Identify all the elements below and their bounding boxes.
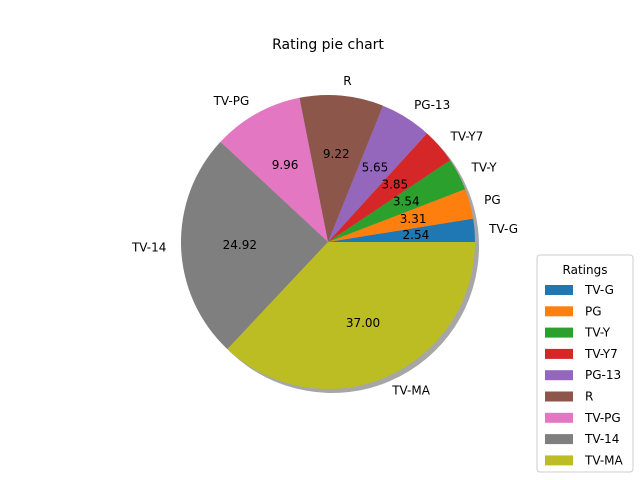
value-label-pg: 3.31 [400, 212, 427, 226]
value-label-r: 9.22 [323, 147, 350, 161]
value-label-tv-pg: 9.96 [272, 158, 299, 172]
legend-title: Ratings [563, 263, 608, 277]
legend-swatch-tv-g [545, 285, 573, 295]
legend-swatch-pg-13 [545, 370, 573, 381]
value-labels: 2.54 3.31 3.54 3.85 5.65 9.22 9.96 24.92 37.00 [223, 147, 430, 330]
value-label-tv-ma: 37.00 [346, 316, 380, 330]
value-label-tv-y: 3.54 [393, 194, 420, 208]
wedge-tv-pg [220, 97, 328, 242]
outer-label-tv-g: TV-G [488, 222, 518, 236]
outer-label-r: R [343, 74, 351, 88]
outer-label-tv-y: TV-Y [471, 160, 498, 174]
pie-wedges [180, 95, 475, 390]
value-label-tv-14: 24.92 [223, 238, 257, 252]
legend-swatch-pg [545, 306, 573, 317]
legend-swatch-tv-y [545, 327, 573, 338]
legend-label-tv-y7: TV-Y7 [584, 347, 618, 361]
legend: Ratings TV-GPGTV-YTV-Y7PG-13RTV-PGTV-14T… [536, 254, 634, 473]
outer-label-tv-ma: TV-MA [391, 383, 431, 397]
legend-swatch-tv-14 [545, 434, 573, 445]
legend-label-tv-y: TV-Y [584, 326, 611, 340]
legend-items: TV-G PG TV-Y TV-Y7 PG-13 R TV-PG TV-14 TV-MA [545, 283, 624, 467]
outer-label-pg-13: PG-13 [414, 98, 450, 112]
legend-swatch-tv-pg [545, 412, 573, 423]
outer-labels: TV-G PG TV-Y TV-Y7 PG-13 R TV-PG TV-14 TV-MA [131, 74, 518, 397]
legend-swatch-tv-ma [545, 455, 573, 466]
value-label-pg-13: 5.65 [362, 160, 389, 174]
legend-label-tv-pg: TV-PG [584, 411, 621, 425]
outer-label-tv-y7: TV-Y7 [450, 129, 484, 143]
legend-label-tv-ma: TV-MA [584, 453, 624, 467]
legend-label-pg: PG [585, 304, 602, 318]
chart-title: Rating pie chart [272, 37, 384, 53]
outer-label-tv-14: TV-14 [131, 240, 166, 254]
wedge-tv-ma [227, 242, 475, 390]
wedge-tv-y7 [328, 133, 451, 242]
value-label-tv-g: 2.54 [403, 228, 430, 242]
legend-label-tv-g: TV-G [584, 283, 614, 297]
wedge-pg [328, 189, 474, 242]
outer-label-pg: PG [484, 193, 501, 207]
outer-label-tv-pg: TV-PG [213, 94, 250, 108]
value-label-tv-y7: 3.85 [381, 177, 408, 191]
legend-label-r: R [585, 390, 593, 404]
wedge-pg-13 [328, 105, 427, 242]
wedge-tv-14 [180, 141, 328, 350]
legend-swatch-tv-y7 [545, 348, 573, 359]
legend-label-pg-13: PG-13 [585, 368, 621, 382]
legend-swatch-r [545, 391, 573, 402]
wedge-r [299, 95, 384, 243]
wedge-tv-g [328, 218, 475, 242]
legend-label-tv-14: TV-14 [584, 432, 619, 446]
wedge-tv-y [328, 160, 466, 242]
